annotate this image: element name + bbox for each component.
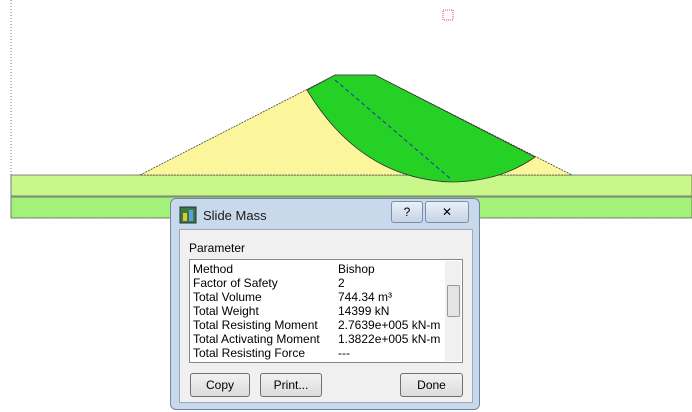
scroll-thumb[interactable] [447,285,460,317]
button[interactable]: Copy [190,373,250,397]
button[interactable]: Done [400,373,463,397]
dialog-title: Slide Mass [203,208,267,223]
failure-line [334,79,453,181]
param-value: 1.3822e+005 kN-m [338,332,441,346]
model-canvas [10,0,692,219]
parameter-list: Method Bishop Factor of Safety 2 Total Volum… [189,259,463,363]
param-name: Total Resisting Force [193,346,306,360]
param-name: Method [193,262,234,276]
soil-layer [10,174,692,197]
param-name: Total Activating Moment [193,332,320,346]
scrollbar[interactable] [445,261,461,361]
param-name: Total Weight [193,304,259,318]
center-marker [442,9,454,21]
param-value: 2.7639e+005 kN-m [338,318,441,332]
button[interactable]: Print... [260,373,322,397]
group-label: Parameter [189,241,246,255]
dialog: Slide Mass ? ✕ Parameter Method Bishop Fac… [170,198,480,410]
close-button[interactable]: ✕ [425,201,469,223]
param-value: 14399 kN [338,304,390,318]
help-button[interactable]: ? [391,201,423,223]
param-name: Total Resisting Moment [193,318,318,332]
slide-mass [306,74,536,183]
dialog-body: Parameter Method Bishop Factor of Safety 2 T… [179,229,473,403]
param-name: Factor of Safety [193,276,278,290]
param-name: Total Volume [193,290,262,304]
param-value: Bishop [338,262,375,276]
param-value: 744.34 m³ [338,290,393,304]
param-value: --- [338,346,350,360]
param-value: 2 [338,276,345,290]
dialog-icon [179,206,197,224]
